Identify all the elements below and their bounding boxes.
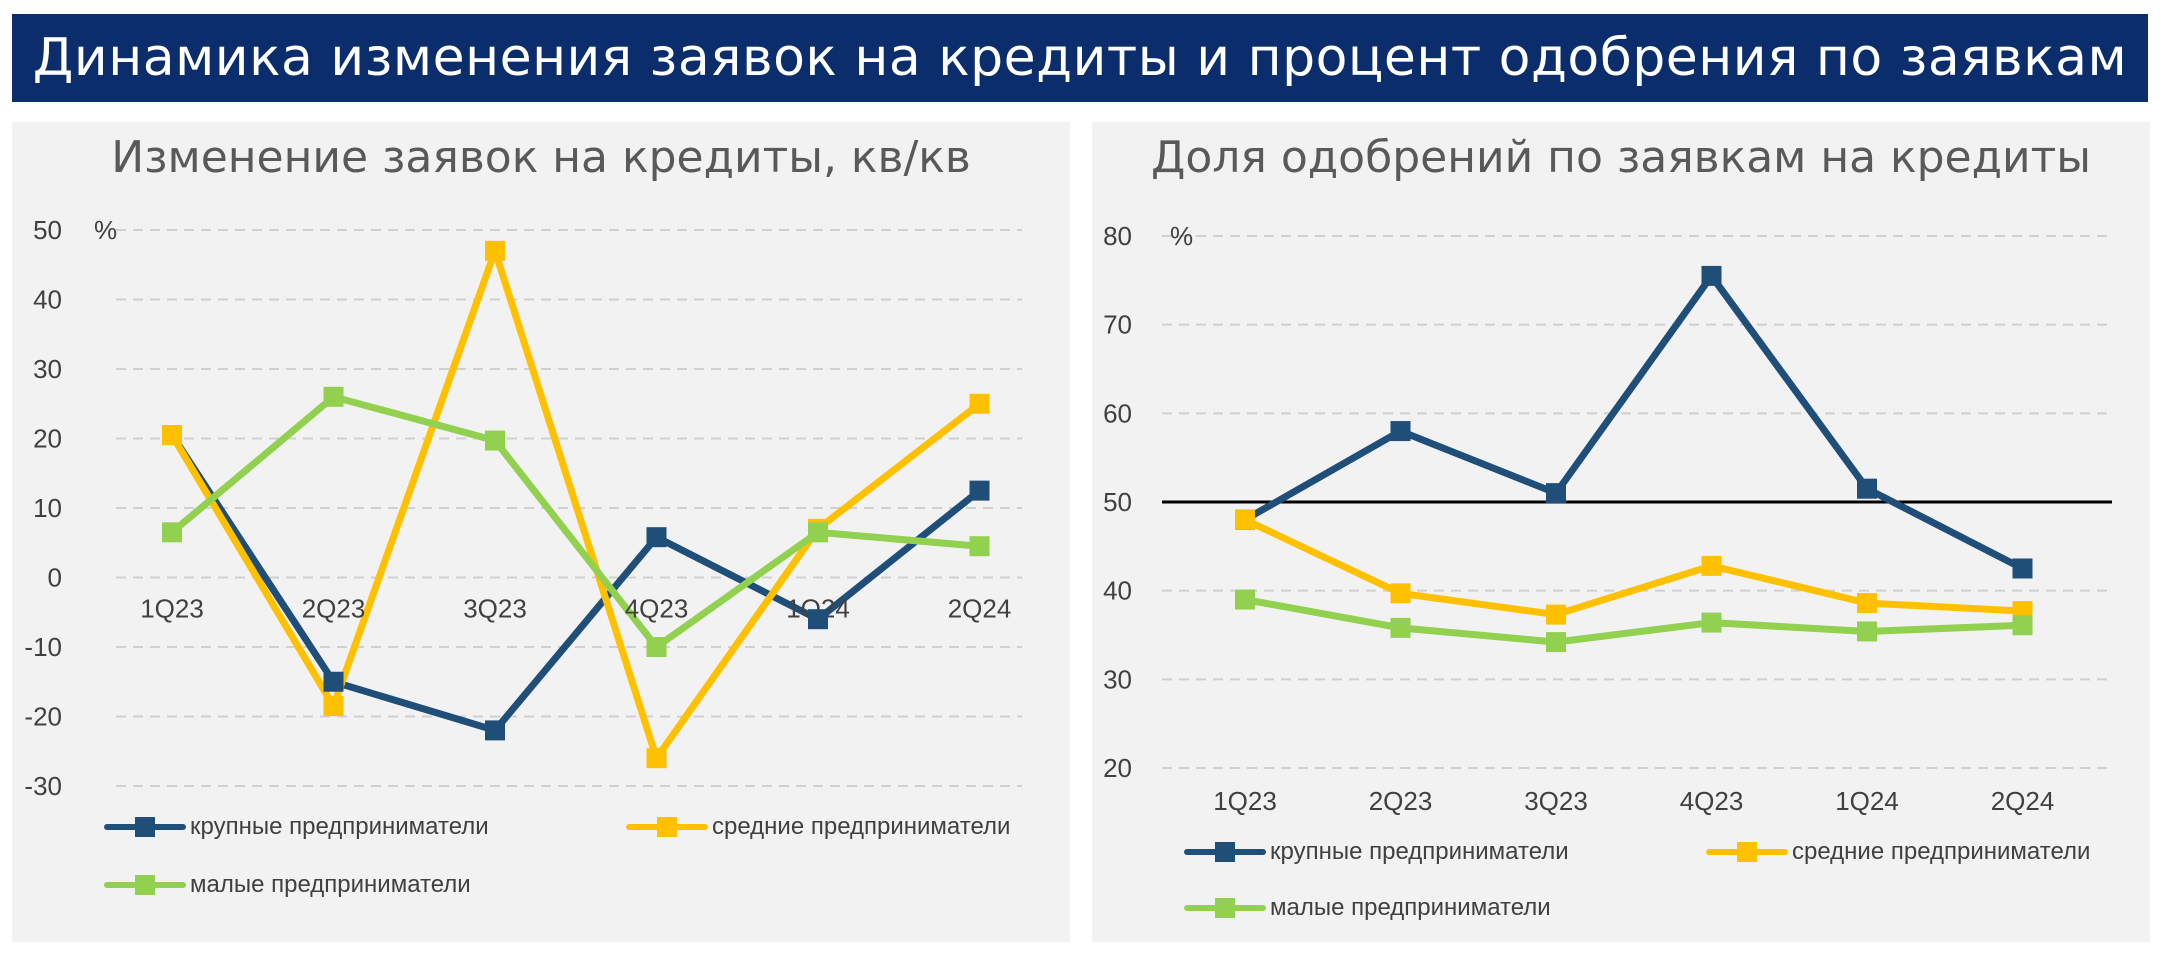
data-point [323,696,344,717]
legend-swatch [1706,842,1788,862]
page-banner: Динамика изменения заявок на кредиты и п… [12,14,2148,102]
legend-item: малые предприниматели [104,871,471,899]
y-tick-label: 40 [1103,576,1132,606]
chart-title: Изменение заявок на кредиты, кв/кв [111,132,971,183]
legend-item: средние предприниматели [1706,838,2090,866]
data-point [646,637,667,657]
data-point [1701,265,1722,286]
y-tick-label: 70 [1103,310,1132,340]
legend-label: крупные предприниматели [1270,838,1569,865]
y-tick-label: 10 [33,493,62,523]
series-line [169,433,982,735]
data-point [808,522,828,543]
x-tick-label: 4Q23 [625,594,689,624]
x-tick-label: 2Q24 [1991,786,2055,816]
data-point [162,425,182,446]
y-tick-label: 60 [1103,398,1132,428]
y-tick-label: -10 [24,632,62,662]
data-point [1390,617,1411,638]
data-point [1390,421,1411,442]
legend-item: средние предприниматели [626,813,1010,841]
x-tick-label: 4Q23 [1680,786,1744,816]
legend-swatch [104,875,186,895]
legend-item: крупные предприниматели [104,813,489,841]
x-tick-label: 2Q23 [1369,786,1433,816]
data-point [323,386,344,407]
data-point [323,671,344,692]
data-point [485,430,505,451]
data-point [1546,604,1566,625]
legend-item: крупные предприниматели [1184,838,1569,866]
y-tick-label: 30 [33,354,62,384]
y-unit-label: % [1170,221,1193,251]
series-line [169,392,980,652]
x-tick-label: 1Q24 [1835,786,1899,816]
legend-label: средние предприниматели [712,813,1011,840]
data-point [1701,555,1722,576]
legend-label: малые предприниматели [190,871,471,898]
data-point [969,536,990,557]
approval-share-chart: 80 % 70 60 50 40 30 20 1Q23 2Q23 3Q23 4Q23 1Q24 2Q24 [1103,221,2112,816]
legend-swatch [104,817,186,837]
legend-swatch [626,817,708,837]
legend-swatch [1184,898,1266,918]
y-tick-label: 50 [33,215,62,245]
y-tick-label: 40 [33,285,62,315]
data-point [1546,483,1566,504]
series-line [1243,516,2023,619]
data-point [1546,632,1566,653]
data-point [1235,589,1255,610]
page-title: Динамика изменения заявок на кредиты и п… [32,28,2128,88]
x-tick-label: 1Q23 [1213,786,1277,816]
data-point [969,393,990,414]
x-tick-label: 3Q23 [463,594,527,624]
x-tick-label: 2Q23 [302,594,366,624]
data-point [2012,558,2033,579]
y-tick-label: 80 [1103,221,1132,251]
y-tick-label: 30 [1103,664,1132,694]
data-point [162,522,182,543]
legend-item: малые предприниматели [1184,894,1551,922]
data-point [485,720,505,741]
series-line [1243,269,2025,572]
data-point [1857,621,1877,642]
y-tick-label: 0 [48,563,62,593]
legend-label: малые предприниматели [1270,894,1551,921]
y-tick-label: -20 [24,702,62,732]
data-point [646,527,667,548]
x-tick-label: 2Q24 [948,594,1012,624]
series-line [1244,596,2023,646]
y-tick-label: 20 [1103,753,1132,783]
x-tick-label: 3Q23 [1524,786,1588,816]
y-unit-label: % [94,215,117,245]
chart-panel-loan-applications: Изменение заявок на кредиты, кв/кв 50% 40… [12,122,1070,942]
data-point [808,609,828,630]
data-point [1235,509,1255,530]
data-point [1857,478,1877,499]
y-tick-label: 50 [1103,487,1132,517]
data-point [969,480,990,501]
data-point [1857,593,1877,614]
legend-swatch [1184,842,1266,862]
data-point [1390,583,1411,604]
legend-label: крупные предприниматели [190,813,489,840]
chart-panel-approval-share: Доля одобрений по заявкам на кредиты 80%… [1092,122,2150,942]
y-tick-label: -30 [24,771,62,801]
legend-label: средние предприниматели [1792,838,2091,865]
data-point [485,240,505,261]
data-point [646,748,667,769]
data-point [1701,612,1722,633]
series-line [168,239,982,766]
y-tick-label: 20 [33,424,62,454]
x-tick-label: 1Q23 [140,594,204,624]
data-point [2012,615,2033,636]
chart-title: Доля одобрений по заявкам на кредиты [1150,132,2092,183]
